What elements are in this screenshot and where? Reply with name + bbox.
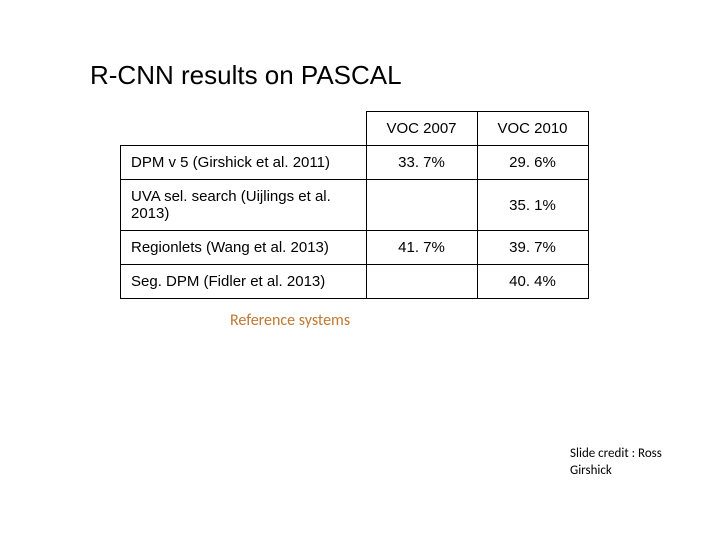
cell-voc2007: 41. 7% (366, 231, 477, 265)
cell-voc2010: 40. 4% (477, 265, 588, 299)
table-row: DPM v 5 (Girshick et al. 2011) 33. 7% 29… (121, 146, 589, 180)
cell-method: Regionlets (Wang et al. 2013) (121, 231, 367, 265)
table-row: Seg. DPM (Fidler et al. 2013) 40. 4% (121, 265, 589, 299)
slide: R-CNN results on PASCAL VOC 2007 VOC 201… (0, 0, 720, 540)
cell-voc2010: 29. 6% (477, 146, 588, 180)
cell-voc2007: 33. 7% (366, 146, 477, 180)
cell-method: Seg. DPM (Fidler et al. 2013) (121, 265, 367, 299)
reference-systems-label: Reference systems (230, 311, 630, 330)
col-header-voc2010: VOC 2010 (477, 112, 588, 146)
col-header-voc2007: VOC 2007 (366, 112, 477, 146)
cell-method: UVA sel. search (Uijlings et al. 2013) (121, 180, 367, 231)
cell-voc2007 (366, 265, 477, 299)
table-row: Regionlets (Wang et al. 2013) 41. 7% 39.… (121, 231, 589, 265)
slide-credit: Slide credit : Ross Girshick (570, 446, 690, 480)
table-header-row: VOC 2007 VOC 2010 (121, 112, 589, 146)
table-row: UVA sel. search (Uijlings et al. 2013) 3… (121, 180, 589, 231)
cell-voc2007 (366, 180, 477, 231)
col-header-method (121, 112, 367, 146)
slide-title: R-CNN results on PASCAL (90, 60, 630, 91)
results-table: VOC 2007 VOC 2010 DPM v 5 (Girshick et a… (120, 111, 589, 299)
cell-method: DPM v 5 (Girshick et al. 2011) (121, 146, 367, 180)
cell-voc2010: 35. 1% (477, 180, 588, 231)
cell-voc2010: 39. 7% (477, 231, 588, 265)
